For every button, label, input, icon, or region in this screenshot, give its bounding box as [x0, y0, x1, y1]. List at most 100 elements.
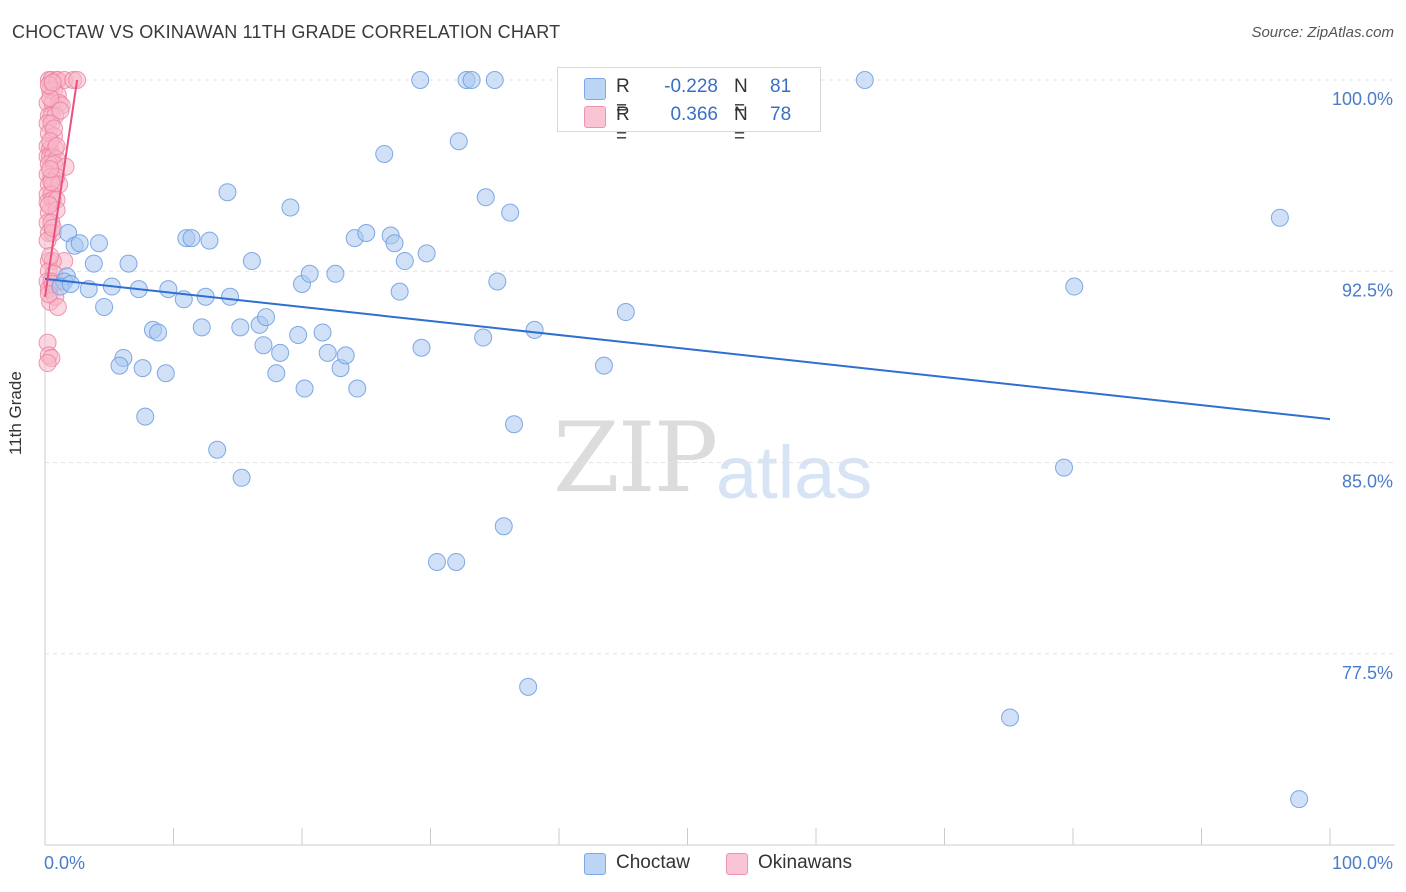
choctaw-point: [519, 677, 538, 696]
choctaw-point: [412, 338, 431, 357]
y-tick-label: 85.0%: [1342, 472, 1393, 492]
okinawans-point: [43, 218, 62, 237]
choctaw-point: [182, 229, 201, 248]
choctaw-point: [232, 468, 251, 487]
choctaw-point: [447, 552, 466, 571]
choctaw-point: [390, 282, 409, 301]
choctaw-point: [501, 203, 520, 222]
choctaw-point: [218, 183, 237, 202]
choctaw-point: [289, 326, 308, 344]
choctaw-point: [200, 231, 219, 250]
choctaw-point: [385, 234, 404, 253]
choctaw-point: [208, 440, 227, 459]
choctaw-point: [149, 323, 168, 342]
choctaw-point: [84, 254, 103, 273]
tick-labels: 77.5% 85.0% 92.5% 100.0% 0.0% 100.0%: [44, 89, 1393, 873]
choctaw-point: [70, 234, 89, 253]
choctaw-point: [417, 244, 436, 263]
choctaw-point: [89, 234, 108, 253]
grid-layer: [45, 79, 1395, 655]
x-tick-label-max: 100.0%: [1332, 853, 1393, 873]
choctaw-point: [395, 252, 414, 271]
choctaw-point: [242, 252, 261, 271]
choctaw-point: [594, 356, 613, 375]
choctaw-point: [254, 336, 273, 355]
choctaw-point: [95, 297, 114, 316]
choctaw-point: [300, 264, 319, 283]
okinawans-trend-line: [44, 79, 79, 297]
choctaw-point: [110, 356, 129, 375]
choctaw-point: [61, 275, 80, 293]
choctaw-legend-swatch: [584, 853, 606, 875]
choctaw-point: [855, 71, 874, 89]
choctaw-point: [375, 144, 394, 163]
choctaw-point: [231, 318, 250, 337]
choctaw-point: [271, 343, 290, 362]
choctaw-point: [474, 328, 493, 347]
choctaw-point: [357, 224, 376, 242]
choctaw-point: [336, 346, 355, 365]
choctaw-trend-line: [44, 277, 1331, 421]
choctaw-point: [485, 71, 504, 89]
choctaw-point: [488, 272, 507, 291]
choctaw-point: [133, 359, 152, 378]
okinawans-point: [38, 354, 57, 373]
y-tick-label: 92.5%: [1342, 280, 1393, 300]
choctaw-point: [156, 364, 175, 383]
okinawans-swatch: [584, 106, 606, 128]
choctaw-point: [1270, 208, 1289, 227]
choctaw-point: [525, 320, 544, 339]
choctaw-point: [616, 303, 635, 322]
okinawans-legend-label: Okinawans: [758, 852, 852, 873]
okinawans-n-label: N =: [734, 104, 748, 147]
x-tick-label-min: 0.0%: [44, 853, 85, 873]
choctaw-r-label: R =: [616, 76, 630, 119]
choctaw-points: [51, 71, 1309, 809]
okinawans-point: [47, 137, 66, 156]
choctaw-point: [1001, 708, 1020, 727]
choctaw-point: [411, 71, 430, 89]
choctaw-point: [494, 517, 513, 536]
choctaw-point: [136, 407, 155, 426]
okinawans-points: [38, 71, 87, 373]
choctaw-point: [1290, 790, 1309, 809]
okinawans-r-label: R =: [616, 104, 630, 147]
choctaw-r-value: -0.228: [664, 76, 718, 97]
choctaw-point: [295, 379, 314, 398]
choctaw-point: [505, 415, 524, 434]
choctaw-n-label: N =: [734, 76, 748, 119]
choctaw-point: [449, 132, 468, 151]
choctaw-point: [313, 323, 332, 342]
y-tick-label: 100.0%: [1332, 89, 1393, 109]
okinawans-point: [41, 160, 60, 179]
choctaw-point: [159, 280, 178, 299]
choctaw-point: [476, 188, 495, 207]
choctaw-point: [427, 552, 446, 571]
choctaw-legend-label: Choctaw: [616, 852, 690, 873]
choctaw-point: [462, 71, 481, 89]
okinawans-point: [51, 101, 70, 120]
choctaw-n-value: 81: [770, 76, 792, 97]
choctaw-point: [348, 379, 367, 398]
okinawans-point: [43, 73, 62, 92]
choctaw-point: [326, 264, 345, 283]
okinawans-r-value: 0.366: [670, 104, 718, 125]
y-tick-label: 77.5%: [1342, 663, 1393, 683]
watermark-atlas: atlas: [716, 431, 873, 514]
axis-layer: [44, 72, 1395, 846]
choctaw-point: [192, 318, 211, 337]
choctaw-point: [318, 343, 337, 362]
okinawans-legend-swatch: [726, 853, 748, 875]
choctaw-point: [221, 287, 240, 306]
chart-title: CHOCTAW VS OKINAWAN 11TH GRADE CORRELATI…: [12, 22, 561, 42]
choctaw-point: [119, 254, 138, 273]
correlation-legend: R = -0.228 N = 81 R = 0.366 N = 78: [557, 67, 821, 147]
choctaw-point: [267, 364, 286, 383]
choctaw-swatch: [584, 78, 606, 100]
trend-lines: [44, 79, 1331, 421]
watermark-zip: ZIP: [553, 402, 718, 514]
okinawans-point: [39, 195, 58, 214]
choctaw-point: [281, 198, 300, 217]
okinawans-n-value: 78: [770, 104, 792, 125]
